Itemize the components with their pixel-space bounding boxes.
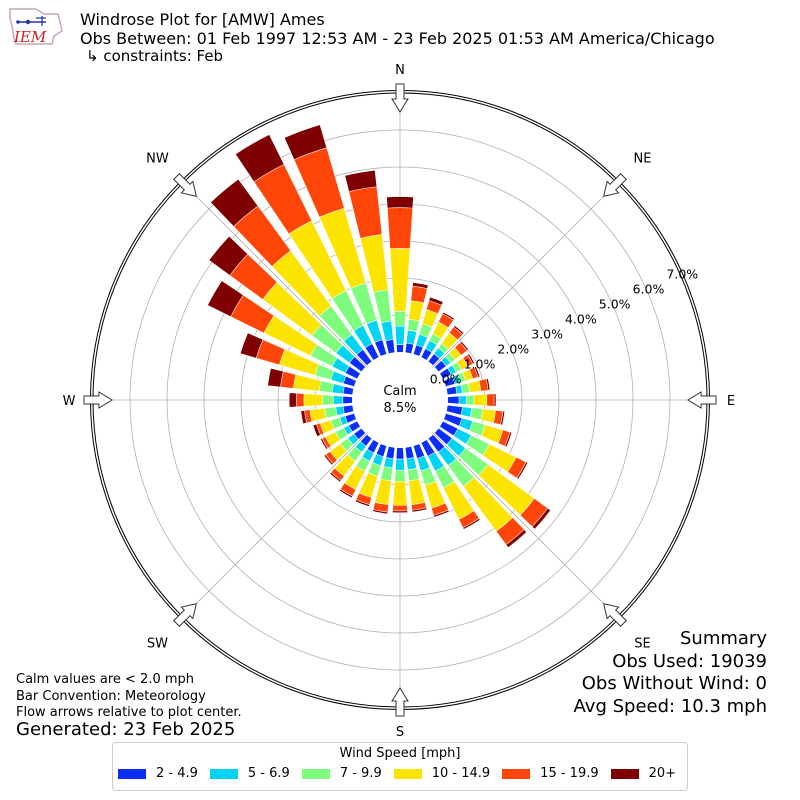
windrose-bar <box>356 348 374 368</box>
windrose-bar <box>419 437 436 457</box>
compass-label-ne: NE <box>634 151 652 166</box>
windrose-bar <box>395 445 405 460</box>
calm-label: Calm <box>383 384 416 399</box>
legend-item: 20+ <box>610 766 677 781</box>
windrose-bar <box>348 356 368 374</box>
windrose-bar <box>342 385 356 396</box>
windrose-bar <box>374 339 388 359</box>
compass-arrow <box>687 391 717 409</box>
calm-circle <box>352 352 448 448</box>
windrose-bar <box>412 441 425 459</box>
windrose-bar <box>364 343 381 363</box>
compass-arrow <box>602 173 627 198</box>
windrose-bar <box>437 419 459 437</box>
radial-tick-labels: 0.0%1.0%2.0%3.0%4.0%5.0%6.0%7.0% <box>430 266 698 386</box>
legend-item: 15 - 19.9 <box>502 766 599 781</box>
summary-heading: Summary <box>680 628 767 649</box>
compass-arrow <box>391 83 409 113</box>
bar-convention: Bar Convention: Meteorology <box>16 688 206 704</box>
windrose-bar <box>445 395 460 405</box>
compass-arrows <box>83 83 717 717</box>
legend-label: 7 - 9.9 <box>339 766 382 781</box>
windrose-bar <box>385 339 396 356</box>
calm-definition: Calm values are < 2.0 mph <box>16 672 195 687</box>
summary-box: Summary Obs Used: 19039 Obs Without Wind… <box>574 628 767 718</box>
windrose-bar <box>444 404 463 416</box>
grid-spoke <box>182 433 367 618</box>
obs-without-wind: Obs Without Wind: 0 <box>581 673 767 694</box>
legend-title: Wind Speed [mph] <box>339 746 461 761</box>
legend-item: 5 - 6.9 <box>209 766 290 781</box>
constraints-text: ↳ constraints: Feb <box>86 47 224 65</box>
radial-tick-label: 6.0% <box>633 281 665 296</box>
legend-label: 5 - 6.9 <box>247 766 290 781</box>
calm-value: 8.5% <box>383 401 416 416</box>
compass-arrow <box>602 602 627 627</box>
radial-tick-label: 5.0% <box>599 296 631 311</box>
legend-item: 7 - 9.9 <box>301 766 382 781</box>
compass-label-sw: SW <box>147 637 168 652</box>
compass-arrow <box>173 602 198 627</box>
grid-spoke <box>433 182 618 367</box>
radial-tick-label: 7.0% <box>666 266 698 281</box>
windrose-bar <box>389 248 411 355</box>
windrose-bars <box>207 124 552 549</box>
legend-item: 2 - 4.9 <box>118 766 198 781</box>
avg-speed: Avg Speed: 10.3 mph <box>573 695 767 717</box>
windrose-bar <box>342 404 356 415</box>
windrose-bar <box>396 344 404 355</box>
legend-swatch <box>209 768 238 779</box>
notes-box: Calm values are < 2.0 mph Bar Convention… <box>16 672 242 722</box>
windrose-bar <box>342 395 355 405</box>
flow-arrows-note: Flow arrows relative to plot center. <box>16 705 242 720</box>
windrose-bar <box>432 426 453 446</box>
radial-tick-label: 4.0% <box>565 311 597 326</box>
radial-tick-label: 3.0% <box>531 327 563 342</box>
legend-swatch <box>118 768 146 779</box>
compass-arrow <box>391 687 409 717</box>
chart-subtitle: Obs Between: 01 Feb 1997 12:53 AM - 23 F… <box>80 29 715 48</box>
legend-swatch <box>502 768 531 779</box>
compass-label-s: S <box>396 725 404 740</box>
compass-labels: N NE E SE S SW W NW <box>63 63 736 740</box>
iem-logo: IEM <box>9 8 63 46</box>
compass-arrow <box>83 391 113 409</box>
windrose-bar <box>426 432 446 453</box>
compass-label-n: N <box>395 63 405 78</box>
windrose-bar <box>342 375 359 388</box>
windrose-bar <box>404 342 415 356</box>
windrose-bar <box>344 365 363 381</box>
chart-title: Windrose Plot for [AMW] Ames <box>80 10 325 29</box>
windrose-bar <box>404 444 415 460</box>
windrose-bar <box>441 412 463 427</box>
radial-tick-label: 0.0% <box>430 372 462 387</box>
legend-swatch <box>301 768 330 779</box>
radial-tick-label: 1.0% <box>464 357 496 372</box>
legend-label: 15 - 19.9 <box>540 766 599 781</box>
legend-swatch <box>610 768 639 779</box>
windrose-bar <box>375 441 388 458</box>
legend-label: 20+ <box>648 766 677 781</box>
windrose-bar <box>385 444 396 460</box>
legend-item: 10 - 14.9 <box>393 766 491 781</box>
compass-label-w: W <box>63 394 76 409</box>
grid-spoke <box>182 182 367 367</box>
windrose-bar <box>366 437 381 454</box>
compass-label-se: SE <box>634 637 650 652</box>
legend-swatch <box>393 768 422 779</box>
legend: Wind Speed [mph] 2 - 4.9 5 - 6.9 7 - 9.9 10… <box>112 742 688 791</box>
compass-label-nw: NW <box>146 151 169 166</box>
radial-tick-label: 2.0% <box>497 342 529 357</box>
legend-label: 2 - 4.9 <box>156 766 198 781</box>
compass-label-e: E <box>727 394 735 409</box>
generated-date: Generated: 23 Feb 2025 <box>16 719 236 740</box>
legend-label: 10 - 14.9 <box>431 766 491 781</box>
obs-used: Obs Used: 19039 <box>612 650 767 672</box>
compass-arrow <box>173 173 198 198</box>
legend-items: 2 - 4.9 5 - 6.9 7 - 9.9 10 - 14.9 15 - 19.9 2… <box>118 766 688 781</box>
grid-spoke <box>433 433 618 618</box>
logo-text: IEM <box>13 28 47 46</box>
windrose-bar <box>444 385 458 396</box>
